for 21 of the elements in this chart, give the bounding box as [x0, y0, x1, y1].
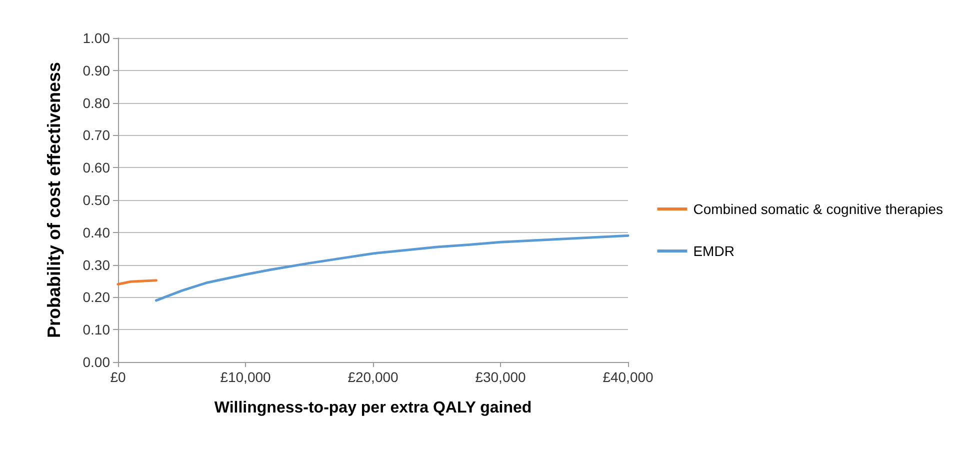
y-tick-label: 0.10 — [82, 322, 110, 338]
x-tick-label: £20,000 — [348, 369, 399, 385]
legend-label: Combined somatic & cognitive therapies — [693, 201, 944, 217]
y-tick-label: 0.50 — [82, 192, 110, 208]
x-tick-label: £0 — [110, 369, 126, 385]
legend-label: EMDR — [693, 243, 734, 259]
y-tick-label: 0.80 — [82, 94, 110, 111]
y-tick-label: 0.70 — [82, 127, 110, 144]
x-axis-title: Willingness-to-pay per extra QALY gained — [214, 400, 532, 416]
y-tick-label: 0.40 — [82, 224, 110, 240]
y-tick-label: 1.00 — [82, 30, 110, 46]
x-tick-label: £10,000 — [220, 369, 272, 385]
y-tick-label: 0.00 — [82, 354, 110, 370]
y-tick-label: 0.60 — [82, 160, 110, 176]
y-tick-label: 0.20 — [82, 289, 110, 306]
x-tick-label: £40,000 — [602, 369, 654, 385]
y-tick-label: 0.30 — [82, 256, 110, 273]
x-tick-label: £30,000 — [475, 369, 526, 385]
line-series — [155, 234, 630, 302]
y-tick-label: 0.90 — [82, 62, 110, 78]
y-axis-title: Probability of cost effectiveness — [44, 62, 64, 338]
